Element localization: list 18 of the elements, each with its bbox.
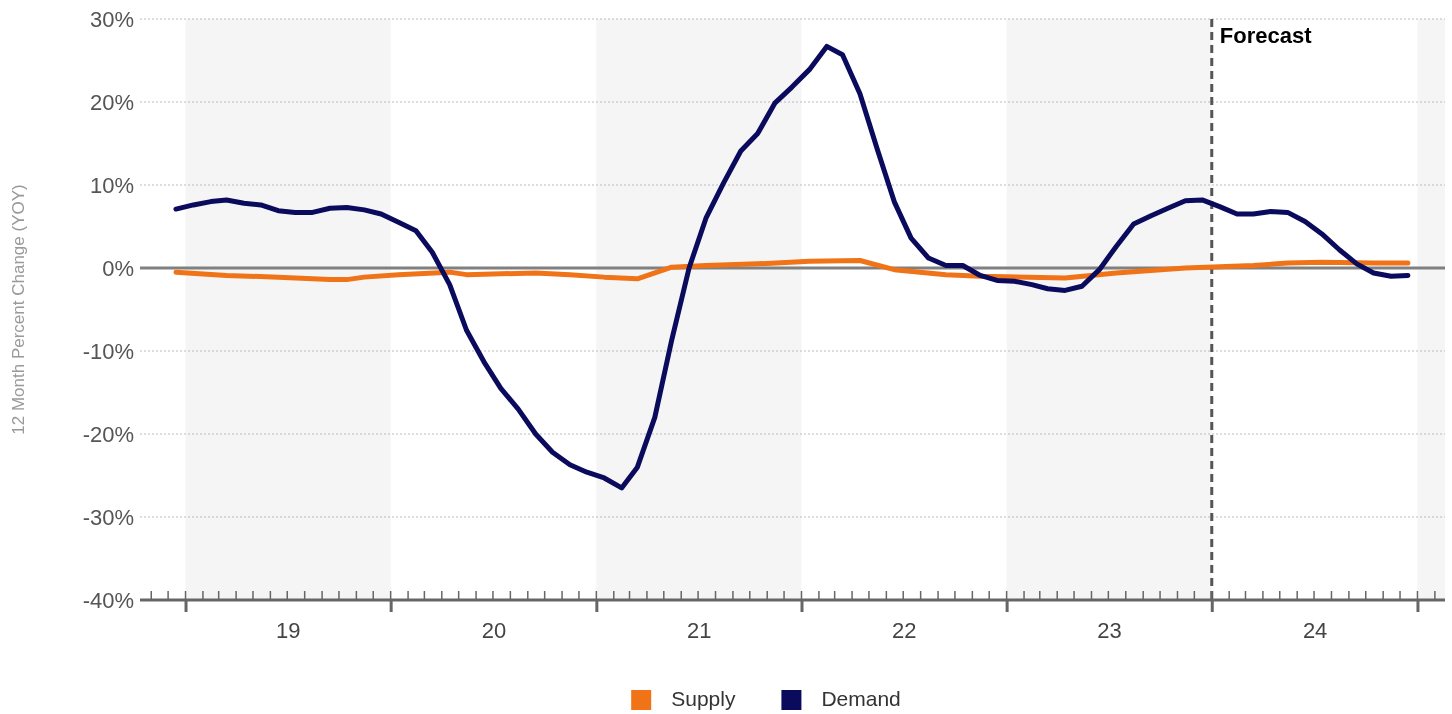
x-tick-label: 24 <box>1302 617 1328 643</box>
y-tick-label: -10% <box>82 338 134 364</box>
y-tick-label: -20% <box>82 421 134 447</box>
x-tick-label: 22 <box>892 617 917 643</box>
x-tick-label: 19 <box>276 617 301 643</box>
y-tick-label: 0% <box>102 255 134 281</box>
y-tick-label: -30% <box>82 504 134 530</box>
ref-line-label: Forecast <box>1219 23 1313 48</box>
legend-label: Demand <box>821 687 901 710</box>
y-axis-title: 12 Month Percent Change (YOY) <box>9 184 28 435</box>
y-tick-label: 30% <box>89 6 134 32</box>
y-tick-label: 10% <box>89 172 134 198</box>
y-tick-label: 20% <box>89 89 134 115</box>
legend-label: Supply <box>671 687 736 710</box>
x-tick-label: 23 <box>1097 617 1122 643</box>
x-tick-label: 21 <box>686 617 712 643</box>
x-tick-label: 20 <box>481 617 507 643</box>
y-tick-label: -40% <box>82 587 134 613</box>
